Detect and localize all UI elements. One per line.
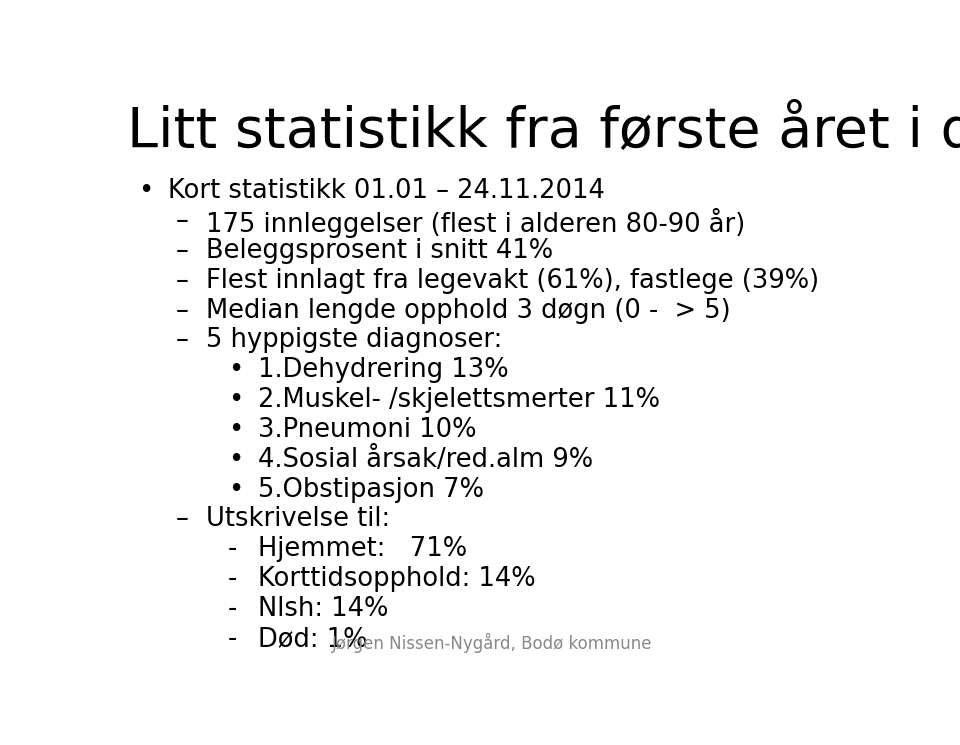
Text: –: – xyxy=(176,238,189,264)
Text: 1.Dehydrering 13%: 1.Dehydrering 13% xyxy=(257,358,508,383)
Text: Median lengde opphold 3 døgn (0 -  > 5): Median lengde opphold 3 døgn (0 - > 5) xyxy=(205,298,731,323)
Text: –: – xyxy=(176,507,189,533)
Text: 5 hyppigste diagnoser:: 5 hyppigste diagnoser: xyxy=(205,328,502,353)
Text: -: - xyxy=(228,626,237,652)
Text: 175 innleggelser (flest i alderen 80-90 år): 175 innleggelser (flest i alderen 80-90 … xyxy=(205,208,745,238)
Text: Utskrivelse til:: Utskrivelse til: xyxy=(205,507,390,533)
Text: 5.Obstipasjon 7%: 5.Obstipasjon 7% xyxy=(257,477,484,503)
Text: 4.Sosial årsak/red.alm 9%: 4.Sosial årsak/red.alm 9% xyxy=(257,447,592,473)
Text: 2.Muskel- /skjelettsmerter 11%: 2.Muskel- /skjelettsmerter 11% xyxy=(257,387,660,413)
Text: •: • xyxy=(228,417,243,443)
Text: Hjemmet:   71%: Hjemmet: 71% xyxy=(257,536,467,562)
Text: •: • xyxy=(228,477,243,503)
Text: Flest innlagt fra legevakt (61%), fastlege (39%): Flest innlagt fra legevakt (61%), fastle… xyxy=(205,267,819,294)
Text: Jørgen Nissen-Nygård, Bodø kommune: Jørgen Nissen-Nygård, Bodø kommune xyxy=(332,633,652,653)
Text: •: • xyxy=(228,387,243,413)
Text: –: – xyxy=(176,298,189,323)
Text: Død: 1%: Død: 1% xyxy=(257,626,367,652)
Text: •: • xyxy=(228,358,243,383)
Text: -: - xyxy=(228,596,237,622)
Text: –: – xyxy=(176,328,189,353)
Text: •: • xyxy=(138,178,154,204)
Text: Korttidsopphold: 14%: Korttidsopphold: 14% xyxy=(257,566,536,592)
Text: –: – xyxy=(176,208,189,234)
Text: Litt statistikk fra første året i drift: Litt statistikk fra første året i drift xyxy=(128,104,960,158)
Text: –: – xyxy=(176,267,189,294)
Text: •: • xyxy=(228,447,243,473)
Text: Beleggsprosent i snitt 41%: Beleggsprosent i snitt 41% xyxy=(205,238,553,264)
Text: -: - xyxy=(228,566,237,592)
Text: Kort statistikk 01.01 – 24.11.2014: Kort statistikk 01.01 – 24.11.2014 xyxy=(168,178,605,204)
Text: -: - xyxy=(228,536,237,562)
Text: Nlsh: 14%: Nlsh: 14% xyxy=(257,596,388,622)
Text: 3.Pneumoni 10%: 3.Pneumoni 10% xyxy=(257,417,476,443)
